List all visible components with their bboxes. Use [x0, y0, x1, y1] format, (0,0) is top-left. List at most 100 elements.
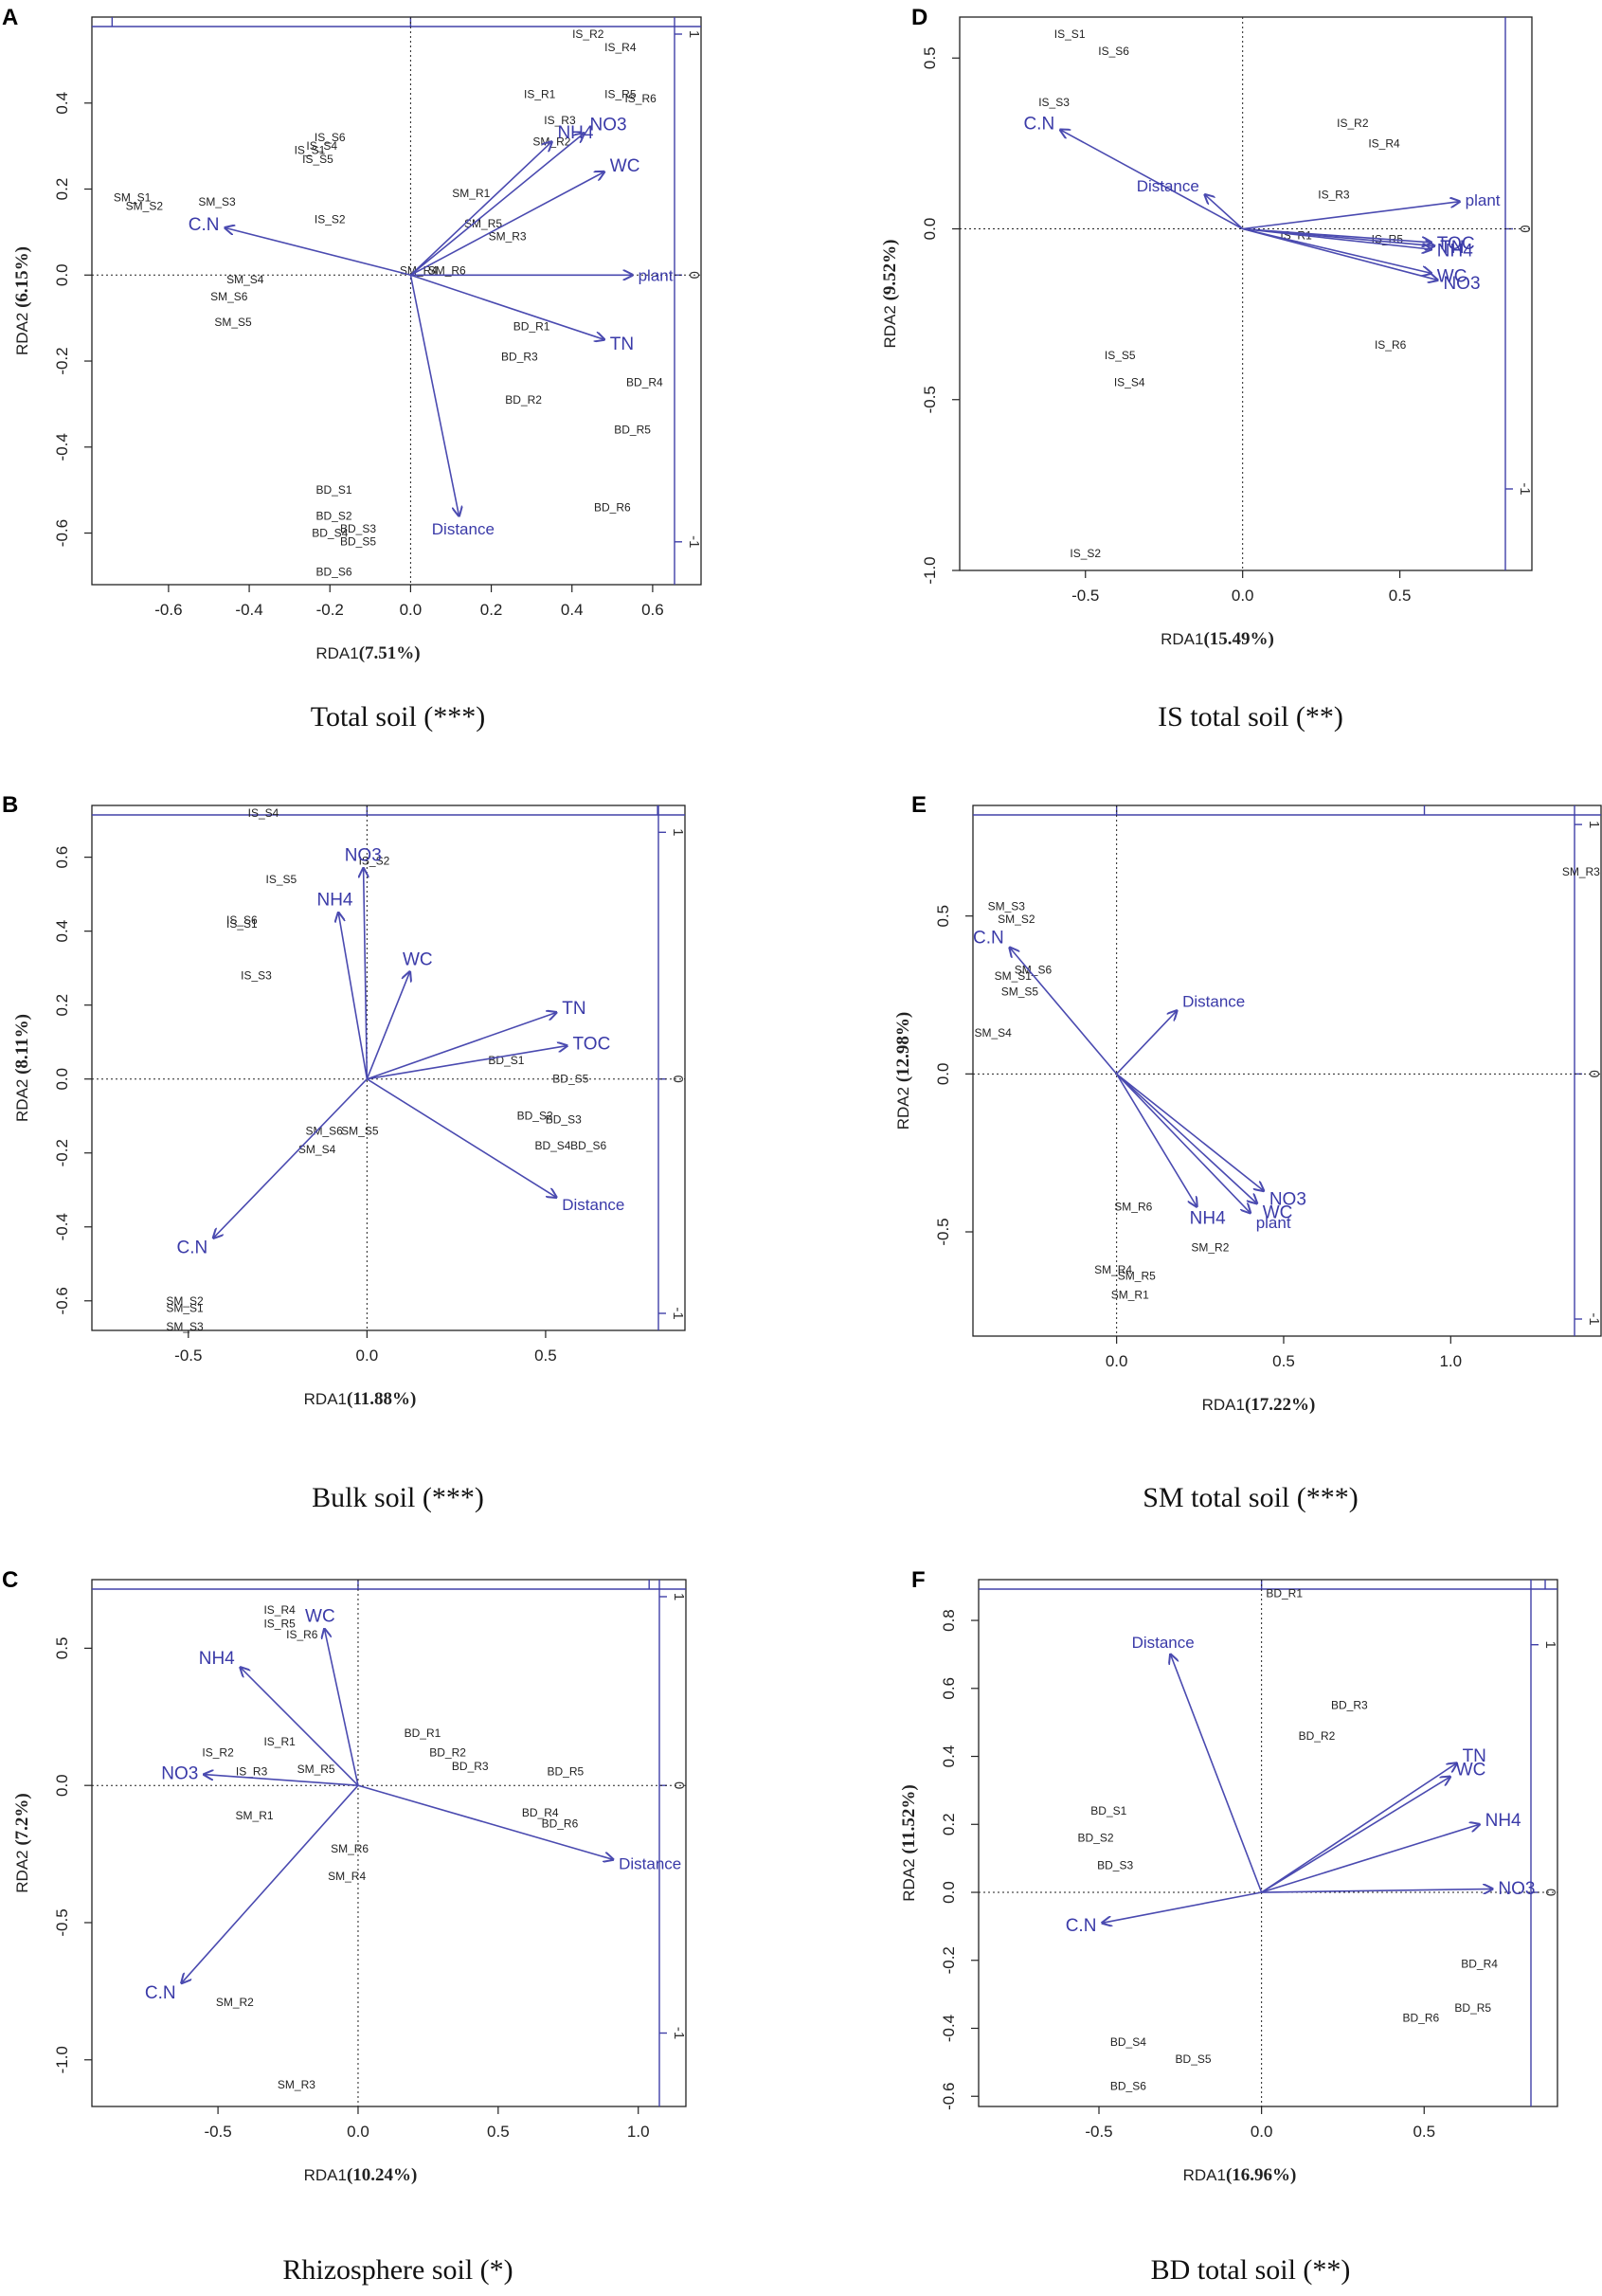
- env-vector-arrow: [367, 1012, 556, 1080]
- y-tick-label: 0.0: [53, 1774, 71, 1797]
- y-axis-percent: (11.52%): [899, 1784, 919, 1853]
- env-vector-label: NO3: [161, 1764, 198, 1784]
- site-label: IS_S5: [302, 153, 333, 166]
- x-axis-name: RDA1: [315, 644, 358, 662]
- env-vector-arrow: [1116, 1073, 1251, 1213]
- env-vector-label: plant: [1256, 1214, 1291, 1232]
- site-label: BD_S5: [1176, 2052, 1212, 2066]
- panel-caption: BD total soil (**): [1151, 2254, 1351, 2286]
- env-vector-label: Distance: [1137, 177, 1199, 195]
- x-tick-label: 0.0: [347, 2123, 369, 2141]
- panel-letter: C: [2, 1567, 18, 1593]
- site-label: IS_R2: [572, 27, 604, 41]
- y-tick-label: 0.2: [940, 1813, 958, 1835]
- x-tick-label: -0.4: [235, 601, 262, 619]
- y-axis-name: RDA2: [13, 1846, 31, 1893]
- secondary-tick-label: 1: [670, 828, 686, 836]
- env-vector-arrow: [1242, 227, 1438, 280]
- x-tick-label: 0.2: [480, 601, 503, 619]
- plot-frame: [91, 1579, 687, 2107]
- site-label: SM_S1: [114, 191, 152, 205]
- site-label: IS_R6: [286, 1628, 318, 1641]
- site-label: SM_S5: [341, 1124, 379, 1137]
- x-tick-label: 1.0: [1439, 1352, 1462, 1370]
- site-label: IS_S4: [1114, 376, 1145, 389]
- secondary-tick-label: 0: [671, 1781, 687, 1789]
- x-tick-label: -0.6: [154, 601, 182, 619]
- y-tick-label: 0.6: [53, 846, 71, 869]
- x-tick-label: 0.0: [1232, 587, 1254, 605]
- y-tick-label: 0.4: [53, 920, 71, 943]
- plot-frame: [91, 16, 702, 586]
- env-vector-label: plant: [639, 266, 674, 284]
- x-tick-label: 0.0: [1106, 1352, 1128, 1370]
- site-label: SM_S4: [298, 1143, 336, 1156]
- x-tick-label: 0.5: [487, 2123, 510, 2141]
- y-tick-label: 0.2: [53, 178, 71, 201]
- secondary-tick-label: 1: [686, 30, 702, 38]
- x-axis-percent: (16.96%): [1226, 2165, 1296, 2185]
- env-vector-arrow: [409, 142, 551, 276]
- site-label: SM_R5: [297, 1763, 335, 1776]
- site-label: IS_S2: [1070, 547, 1101, 560]
- site-label: SM_S1: [166, 1302, 204, 1315]
- x-tick-label: 0.0: [1251, 2123, 1273, 2141]
- y-tick-label: -0.2: [940, 1946, 958, 1974]
- site-label: SM_S3: [988, 900, 1026, 913]
- panel-letter: D: [911, 5, 927, 30]
- y-axis-name: RDA2: [881, 300, 899, 348]
- site-label: BD_R2: [429, 1745, 466, 1759]
- site-label: SM_S5: [1001, 985, 1039, 999]
- plot-frame: [91, 805, 686, 1331]
- env-vector-arrow: [1102, 1891, 1262, 1923]
- site-label: BD_S5: [340, 535, 376, 549]
- site-label: SM_S2: [126, 200, 164, 213]
- plot-frame: [959, 16, 1533, 571]
- plot-frame: [972, 805, 1602, 1337]
- x-tick-label: -0.5: [1071, 587, 1099, 605]
- site-label: BD_R5: [1454, 2001, 1491, 2015]
- env-vector-arrow: [409, 134, 584, 276]
- site-label: BD_S1: [1090, 1804, 1126, 1817]
- site-label: SM_S3: [166, 1320, 204, 1333]
- site-label: BD_R3: [501, 350, 538, 363]
- x-axis-name: RDA1: [1202, 1396, 1245, 1414]
- site-label: SM_R6: [428, 264, 466, 278]
- y-tick-label: -0.4: [940, 2015, 958, 2042]
- plot-frame: [978, 1579, 1558, 2107]
- env-vector-arrow: [364, 868, 368, 1079]
- env-vector-label: NH4: [1485, 1811, 1521, 1831]
- y-tick-label: -0.2: [53, 347, 71, 374]
- site-label: IS_R5: [263, 1617, 296, 1630]
- site-label: IS_S1: [1054, 27, 1086, 41]
- env-vector-arrow: [1242, 227, 1431, 274]
- env-vector-label: NO3: [1498, 1879, 1535, 1899]
- x-tick-label: -0.5: [204, 2123, 231, 2141]
- site-label: BD_S6: [315, 565, 351, 578]
- panel-caption: SM total soil (***): [1143, 1482, 1359, 1513]
- env-vector-label: TN: [562, 999, 585, 1019]
- panel-letter: F: [911, 1567, 926, 1593]
- site-label: IS_R4: [604, 41, 637, 54]
- env-vector-label: NO3: [345, 845, 382, 865]
- site-label: SM_R5: [464, 217, 502, 230]
- secondary-tick-label: 1: [1586, 821, 1602, 828]
- panel-c: -1 0 1 -0.5 0.0 0.5 1.0 -1.0 -0.5 0.0 0.5 RDA1(10.2…: [2, 1567, 687, 2286]
- y-tick-label: -0.2: [53, 1139, 71, 1166]
- site-label: IS_S1: [295, 144, 326, 157]
- env-vector-arrow: [1261, 1777, 1450, 1893]
- env-vector-label: WC: [403, 950, 433, 970]
- site-label: BD_S4: [534, 1139, 570, 1152]
- x-axis-label: RDA1(11.88%): [304, 1389, 417, 1409]
- y-tick-label: 0.8: [940, 1609, 958, 1632]
- site-label: BD_S3: [340, 522, 376, 535]
- site-label: IS_R3: [236, 1765, 268, 1779]
- env-vector-arrow: [1242, 202, 1460, 230]
- env-vector-arrow: [366, 972, 409, 1080]
- site-label: IS_S3: [241, 968, 272, 982]
- panel-caption: Rhizosphere soil (*): [282, 2254, 513, 2286]
- env-vector-arrow: [225, 227, 411, 277]
- y-tick-label: -0.5: [934, 1218, 952, 1245]
- env-vector-label: C.N: [145, 1983, 176, 2003]
- env-vector-label: C.N: [1023, 114, 1054, 134]
